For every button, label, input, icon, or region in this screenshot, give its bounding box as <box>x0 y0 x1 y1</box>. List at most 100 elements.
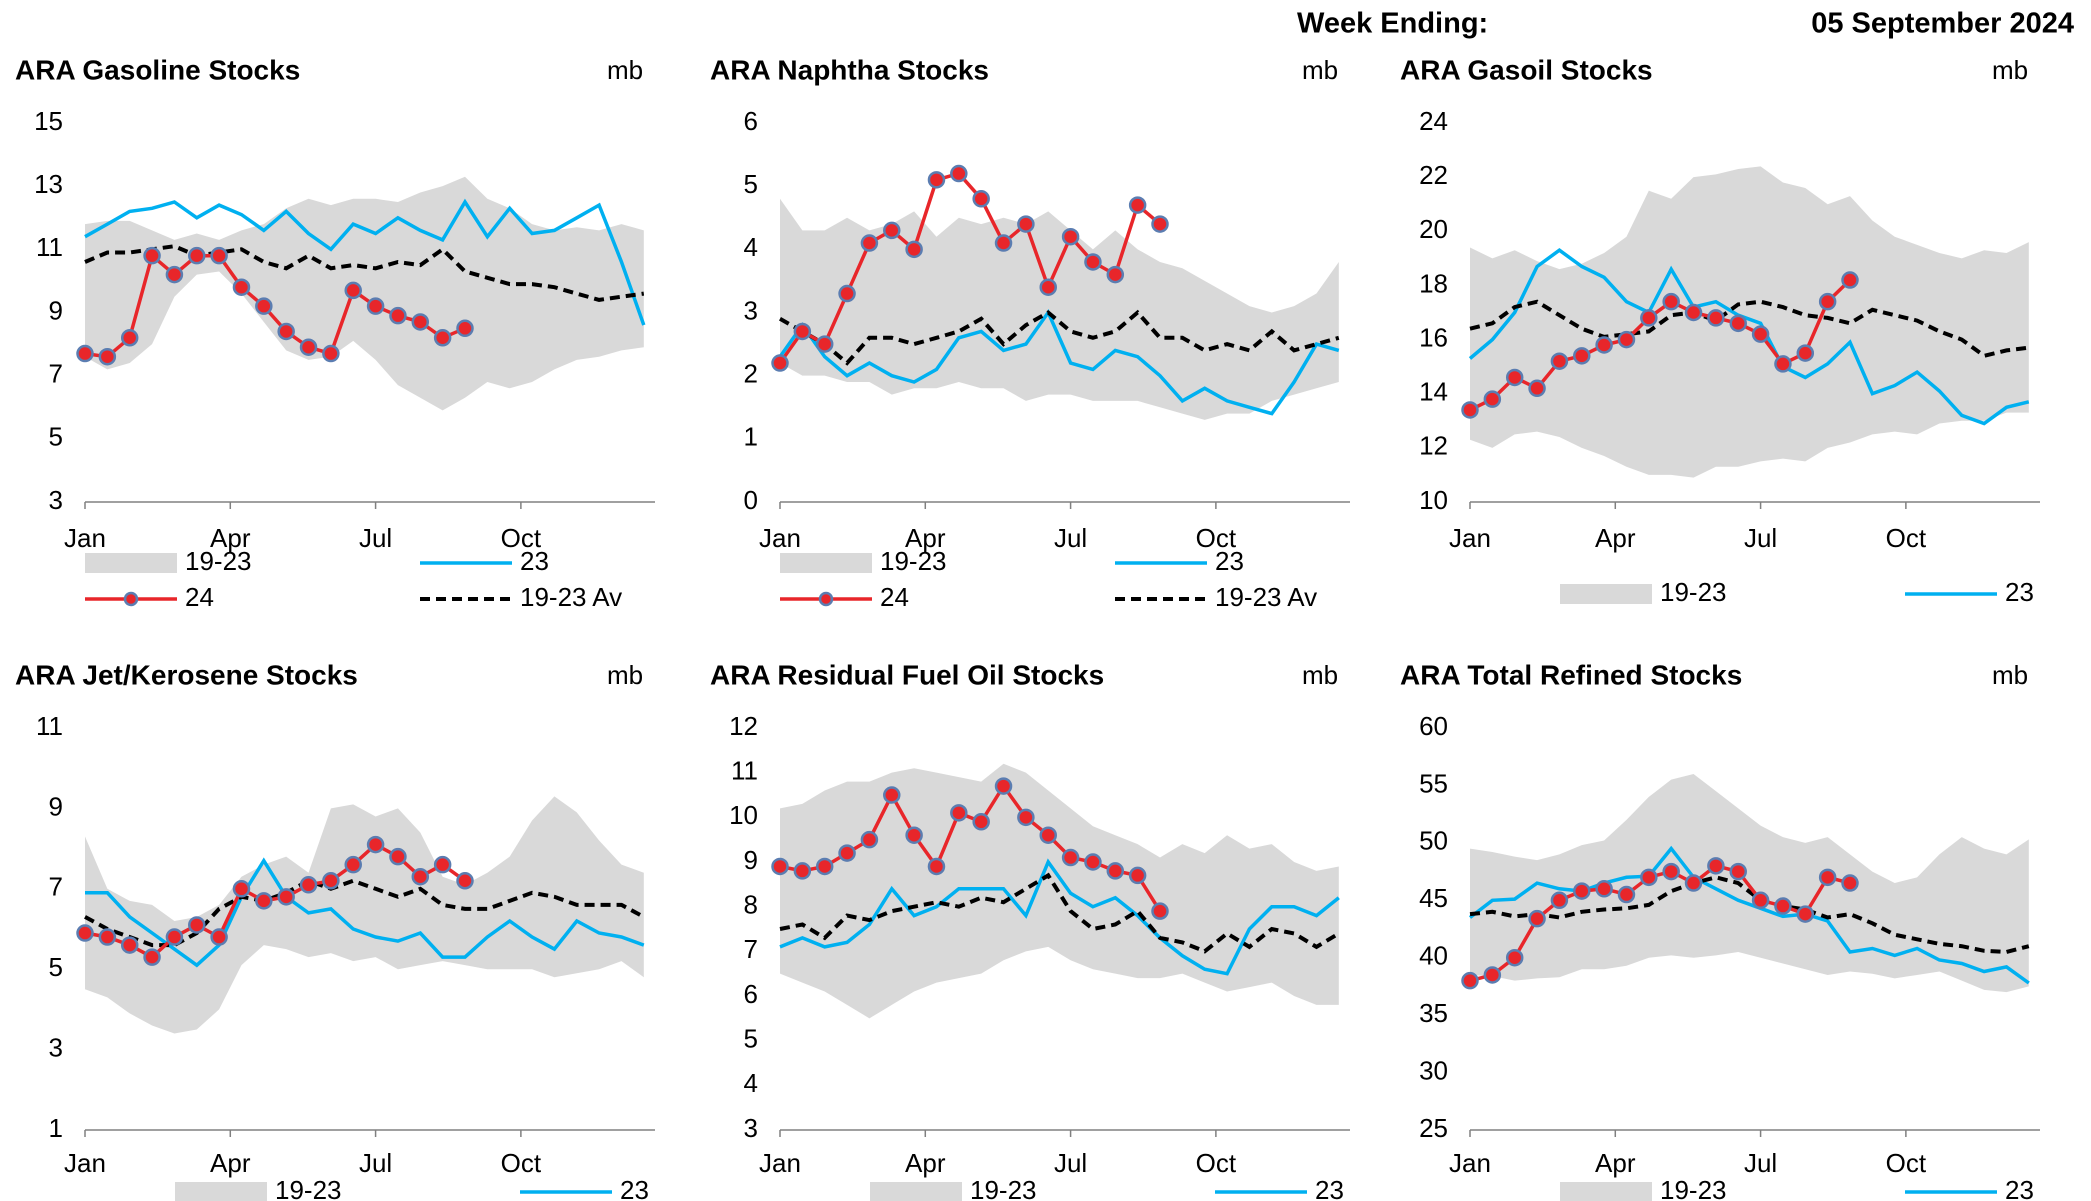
unit-label: mb <box>607 660 643 690</box>
y-tick-label: 40 <box>1419 941 1448 971</box>
y-tick-label: 5 <box>744 1024 758 1054</box>
y-tick-label: 3 <box>49 485 63 515</box>
y-tick-label: 4 <box>744 1068 758 1098</box>
data-point <box>366 297 385 315</box>
legend-marker <box>123 591 139 607</box>
data-point <box>322 872 340 890</box>
data-point <box>210 928 228 946</box>
y-tick-label: 1 <box>49 1113 63 1143</box>
legend-label: 19-23 <box>1660 1175 1727 1201</box>
x-tick-label: Jul <box>1054 523 1087 553</box>
data-point <box>1483 390 1502 408</box>
data-point <box>950 804 968 822</box>
data-point <box>76 924 94 942</box>
y-tick-label: 10 <box>1419 485 1448 515</box>
data-point <box>98 347 117 366</box>
data-point <box>76 344 94 363</box>
data-point <box>927 857 946 876</box>
x-tick-label: Oct <box>1196 523 1237 553</box>
header-date: 05 September 2024 <box>1811 8 2074 40</box>
data-point <box>1818 868 1837 887</box>
average-line <box>779 309 1340 366</box>
y-tick-label: 5 <box>744 169 758 199</box>
legend-label: 23 <box>2005 1175 2034 1201</box>
legend-label: 19-23 <box>185 546 252 576</box>
data-point <box>1841 874 1859 892</box>
data-point <box>972 813 990 831</box>
average-line <box>84 244 645 302</box>
data-point <box>1061 848 1080 867</box>
unit-label: mb <box>607 55 643 85</box>
y-tick-label: 3 <box>49 1032 63 1062</box>
x-tick-label: Jul <box>1744 523 1777 553</box>
chart-title: ARA Gasoil Stocks <box>1400 54 1653 85</box>
y-tick-label: 18 <box>1419 268 1448 298</box>
legend-swatch <box>1560 1182 1652 1201</box>
data-point <box>1662 862 1680 881</box>
data-point <box>1128 196 1147 214</box>
series-line <box>1468 845 2030 985</box>
y-tick-label: 7 <box>49 872 63 902</box>
data-point <box>120 329 139 347</box>
x-tick-label: Apr <box>210 523 251 553</box>
legend-swatch <box>175 1182 267 1201</box>
data-point <box>1729 862 1747 881</box>
data-point <box>1751 891 1770 910</box>
data-point <box>838 284 856 303</box>
legend-label: 19-23 <box>1660 577 1727 607</box>
data-point <box>411 313 430 331</box>
chart-panel: ARA Gasoil Stocks mb 10 12 14 16 18 20 22 24 Jan Ap… <box>1400 54 2040 607</box>
y-tick-label: 12 <box>1419 431 1448 461</box>
data-point <box>1684 874 1703 892</box>
legend-swatch <box>85 553 177 573</box>
data-point <box>299 338 318 356</box>
header-label: Week Ending: <box>1297 8 1488 40</box>
y-tick-label: 2 <box>744 359 758 389</box>
data-point <box>143 948 161 966</box>
legend-swatch <box>780 553 872 573</box>
range-band <box>1470 773 2029 993</box>
legend-label: 23 <box>2005 577 2034 607</box>
y-tick-label: 35 <box>1419 998 1448 1028</box>
data-point <box>1106 862 1125 880</box>
data-point <box>1640 309 1658 327</box>
data-point <box>1573 882 1591 900</box>
legend-label: 19-23 <box>970 1175 1037 1201</box>
x-tick-label: Jul <box>359 1148 392 1178</box>
legend-swatch <box>870 1182 962 1201</box>
data-point <box>143 246 161 265</box>
series-line <box>779 858 1340 976</box>
data-point <box>771 354 789 372</box>
chart-title: ARA Total Refined Stocks <box>1400 659 1742 690</box>
series-line <box>85 857 645 968</box>
x-tick-label: Oct <box>501 523 542 553</box>
x-tick-label: Oct <box>1886 523 1927 553</box>
data-point <box>950 164 968 183</box>
legend-label: 19-23 Av <box>520 582 622 612</box>
chart-panel: ARA Gasoline Stocks mb 3 5 7 9 11 13 15 Jan Apr Jul… <box>15 54 655 612</box>
data-point <box>433 855 452 874</box>
y-tick-label: 3 <box>744 295 758 325</box>
legend-label: 23 <box>1315 1175 1344 1201</box>
unit-label: mb <box>1992 55 2028 85</box>
data-point <box>793 322 812 341</box>
y-tick-label: 6 <box>744 979 758 1009</box>
chart-panel: ARA Total Refined Stocks mb 25 30 35 40 45 50 55… <box>1400 659 2040 1201</box>
y-tick-label: 5 <box>49 422 63 452</box>
data-point <box>793 862 812 880</box>
y-tick-label: 20 <box>1419 214 1448 244</box>
data-point <box>98 928 117 946</box>
data-point <box>1084 253 1102 271</box>
y-tick-label: 24 <box>1419 106 1448 136</box>
data-point <box>1017 215 1035 233</box>
data-point <box>1662 292 1680 311</box>
y-tick-label: 45 <box>1419 883 1448 913</box>
y-tick-label: 8 <box>744 890 758 920</box>
series-line <box>84 198 646 326</box>
data-point <box>165 265 184 284</box>
series-line <box>1468 248 2030 426</box>
x-tick-label: Jul <box>1744 1148 1777 1178</box>
legend-label: 24 <box>880 582 909 612</box>
